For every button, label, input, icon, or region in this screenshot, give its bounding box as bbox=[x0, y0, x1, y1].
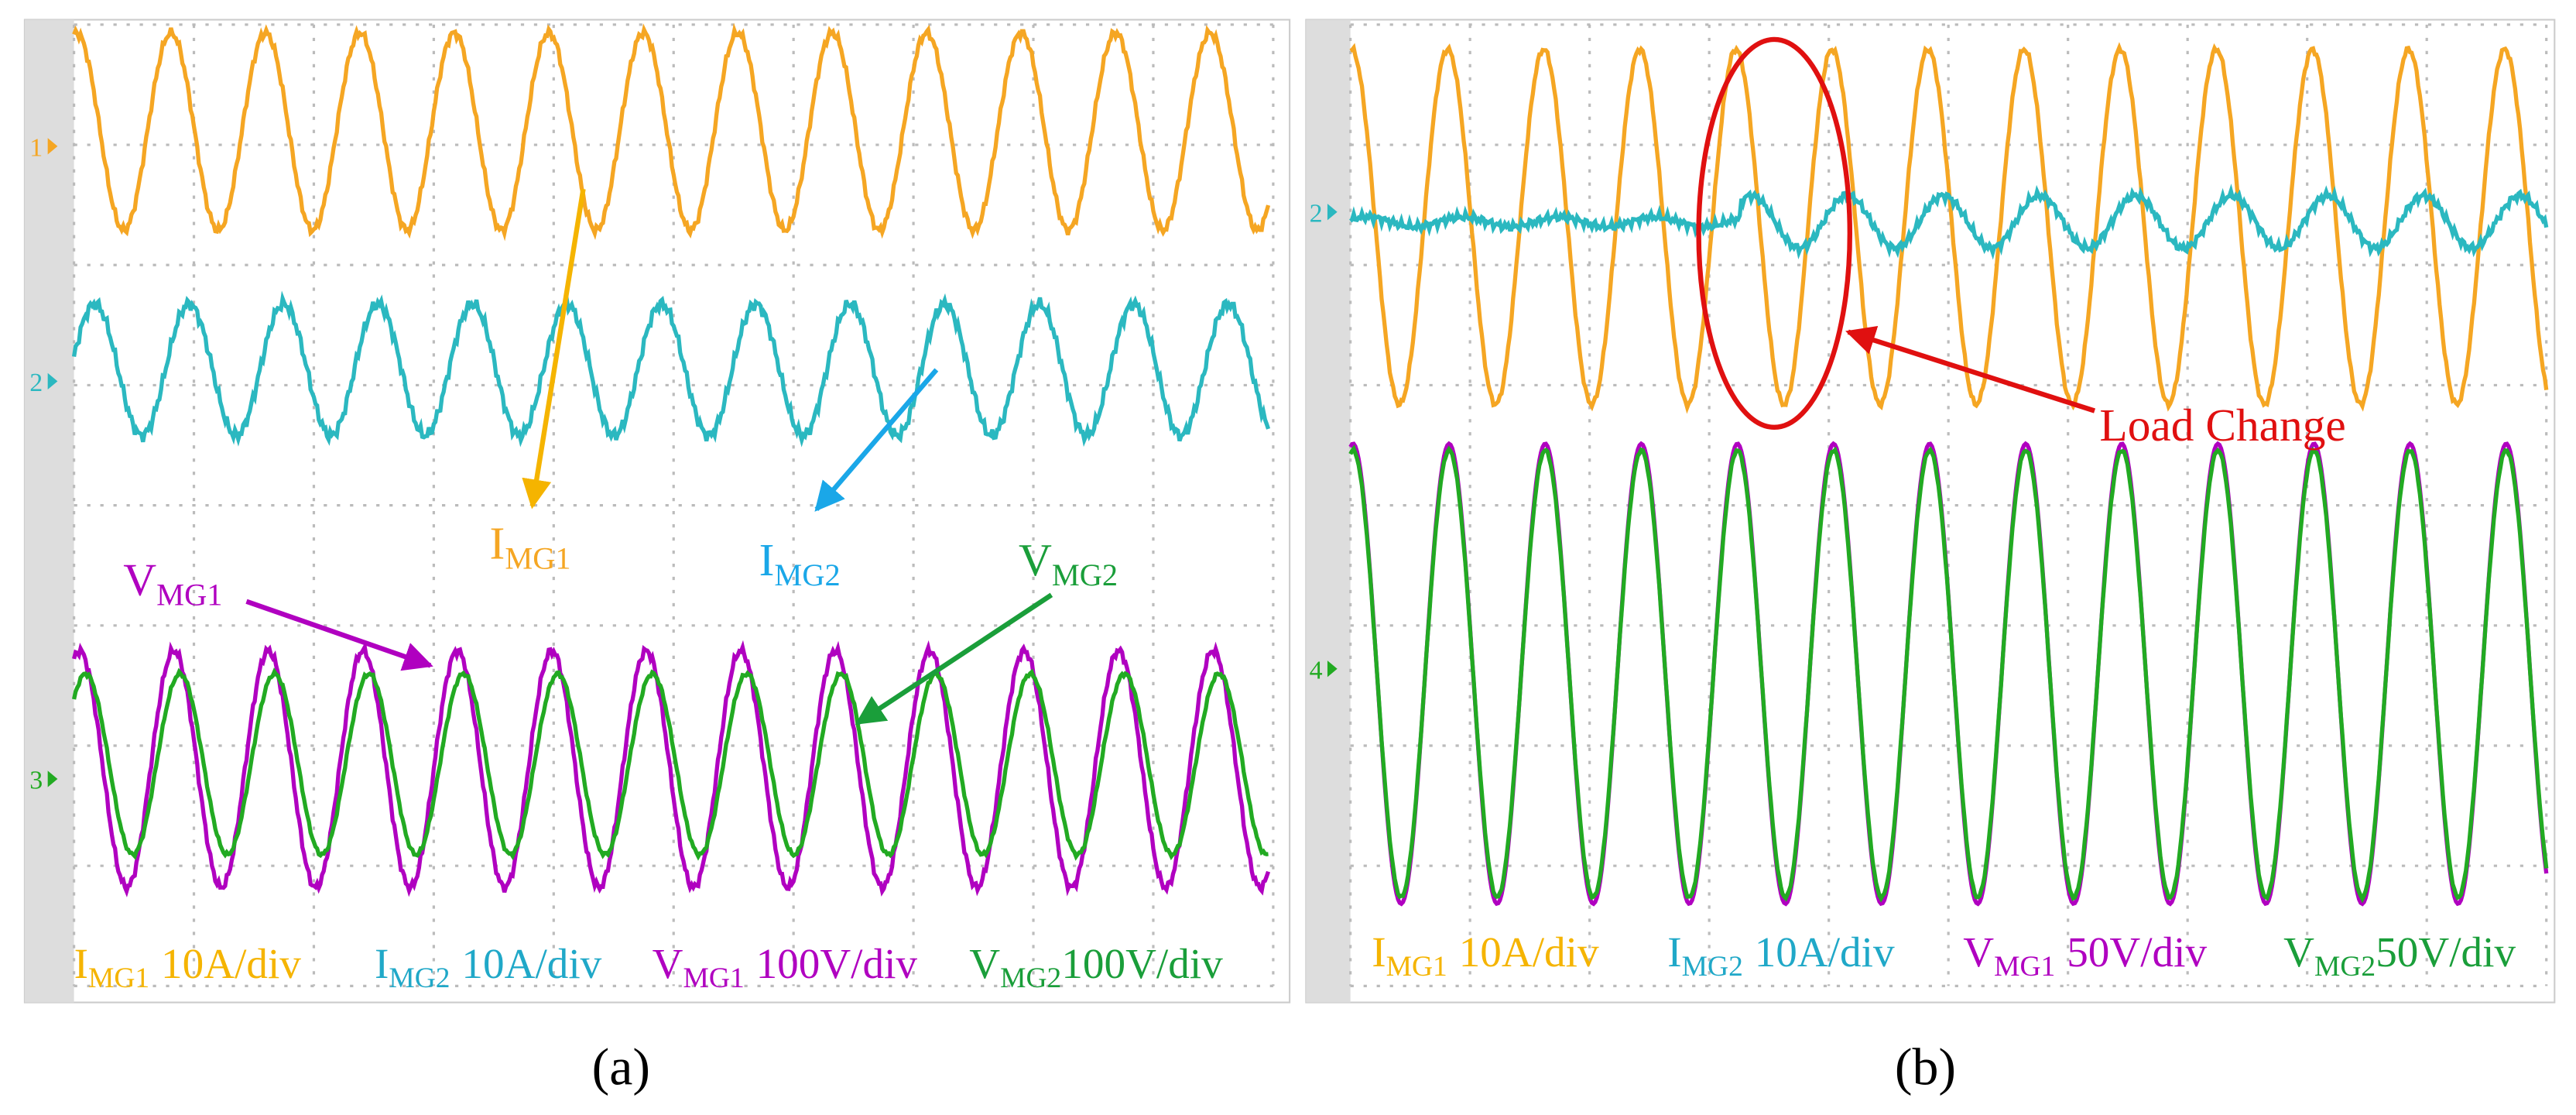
channel-marker: 1 bbox=[29, 134, 43, 163]
label-sub: MG2 bbox=[1000, 962, 1061, 994]
scope-screen bbox=[1305, 19, 2556, 1004]
label-main: V bbox=[653, 940, 683, 987]
label-main: I bbox=[375, 940, 389, 987]
channel-arrow bbox=[47, 770, 58, 787]
label-main: I bbox=[74, 940, 88, 987]
label-text: 10A/div bbox=[161, 940, 301, 987]
label-sub: MG2 bbox=[1682, 951, 1743, 983]
label-sub: MG1 bbox=[1386, 951, 1447, 983]
channel-arrow bbox=[1327, 660, 1338, 678]
label-text: 50V/div bbox=[2376, 928, 2516, 976]
waveform bbox=[1348, 444, 2549, 904]
label-sub: MG1 bbox=[88, 962, 149, 994]
channel-arrow bbox=[47, 138, 58, 155]
arrow bbox=[814, 368, 939, 512]
channel-marker: 3 bbox=[29, 767, 43, 795]
label: VMG2 bbox=[1019, 534, 1118, 592]
label: VMG250V/div bbox=[2283, 928, 2516, 983]
label-main: I bbox=[1372, 928, 1386, 976]
label-main: V bbox=[1963, 928, 1994, 976]
waveform bbox=[71, 290, 1271, 448]
label-sub: MG1 bbox=[156, 577, 222, 612]
highlight-ellipse bbox=[1696, 36, 1853, 430]
label-sub: MG2 bbox=[389, 962, 450, 994]
scope-screen bbox=[23, 19, 1291, 1004]
label-sub: MG2 bbox=[1052, 558, 1118, 592]
label: IMG2 10A/div bbox=[375, 940, 602, 994]
label-text: 100V/div bbox=[1061, 940, 1223, 987]
channel-arrow bbox=[1327, 204, 1338, 221]
label: IMG1 bbox=[490, 518, 571, 576]
waveform bbox=[72, 22, 1271, 242]
label-text: 100V/div bbox=[756, 940, 918, 987]
arrow bbox=[522, 188, 586, 509]
caption: (a) bbox=[592, 1038, 650, 1096]
waveform bbox=[1349, 42, 2549, 414]
label-text: 10A/div bbox=[461, 940, 601, 987]
label-main: V bbox=[2283, 928, 2314, 976]
annotation: Load Change bbox=[2099, 400, 2345, 451]
label-main: V bbox=[1019, 534, 1052, 585]
label: VMG1 100V/div bbox=[653, 940, 918, 994]
label-main: V bbox=[969, 940, 1000, 987]
arrow bbox=[855, 592, 1053, 726]
label-main: V bbox=[123, 554, 156, 605]
waveform bbox=[72, 667, 1269, 861]
label: IMG1 10A/div bbox=[1372, 928, 1599, 983]
label-text: 10A/div bbox=[1459, 928, 1599, 976]
label-main: I bbox=[490, 518, 505, 569]
label: IMG1 10A/div bbox=[74, 940, 302, 994]
waveform bbox=[72, 640, 1271, 897]
channel-marker: 4 bbox=[1310, 657, 1323, 685]
caption: (b) bbox=[1895, 1038, 1956, 1096]
label-text: 50V/div bbox=[2067, 928, 2207, 976]
label-sub: MG1 bbox=[683, 962, 745, 994]
label-sub: MG1 bbox=[505, 541, 570, 576]
label-main: I bbox=[759, 534, 775, 585]
label: IMG2 10A/div bbox=[1667, 928, 1895, 983]
scope-strip bbox=[24, 19, 74, 1003]
channel-marker: 2 bbox=[1310, 200, 1323, 228]
arrow bbox=[1845, 325, 2096, 413]
channel-marker: 2 bbox=[29, 369, 43, 397]
waveform bbox=[1348, 184, 2549, 260]
label: IMG2 bbox=[759, 534, 841, 592]
label: VMG1 50V/div bbox=[1963, 928, 2207, 983]
arrow bbox=[245, 599, 433, 671]
scope-strip bbox=[1306, 19, 1351, 1003]
channel-arrow bbox=[47, 372, 58, 389]
label-sub: MG2 bbox=[774, 558, 840, 592]
label-main: I bbox=[1667, 928, 1681, 976]
label: VMG2100V/div bbox=[969, 940, 1223, 994]
label-sub: MG2 bbox=[2314, 951, 2376, 983]
label-text: 10A/div bbox=[1755, 928, 1895, 976]
label: VMG1 bbox=[123, 554, 222, 612]
label-sub: MG1 bbox=[1994, 951, 2055, 983]
